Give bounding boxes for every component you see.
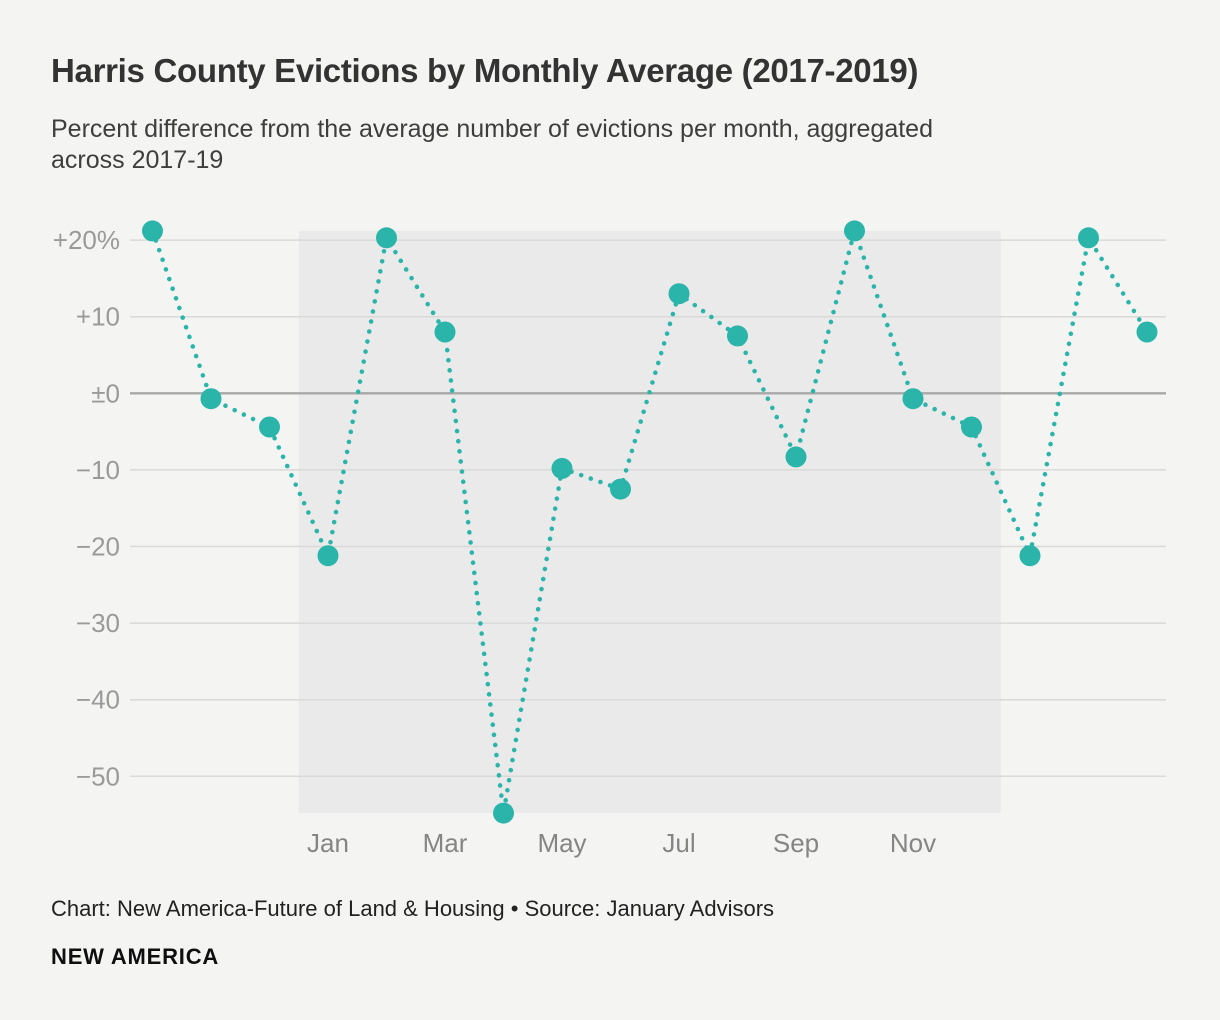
data-point-marker: [1136, 321, 1158, 343]
data-point-marker: [317, 545, 339, 567]
data-point-marker: [1078, 227, 1099, 249]
x-axis-tick-label: Jul: [662, 828, 695, 858]
data-point-marker: [376, 227, 397, 249]
y-axis-tick-label: −40: [76, 685, 120, 715]
data-point-marker: [1019, 545, 1041, 567]
chart-subtitle: Percent difference from the average numb…: [51, 114, 933, 176]
y-axis-tick-label: −30: [76, 608, 120, 638]
evictions-line-chart: +20% +10 ±0 −10 −20 −30 −40 −50 Jan Mar May Jul Sep N…: [53, 220, 1166, 858]
page-title: Harris County Evictions by Monthly Avera…: [51, 52, 919, 89]
data-point-marker: [551, 457, 573, 479]
chart-attribution: Chart: New America-Future of Land & Hous…: [51, 896, 775, 921]
new-america-logo: NEW AMERICA: [51, 944, 220, 969]
dotted-series-line: [150, 228, 1150, 816]
data-point-marker: [961, 416, 982, 438]
y-axis-tick-label: −10: [76, 455, 120, 485]
x-axis-tick-label: Nov: [890, 828, 936, 858]
data-point-marker: [259, 416, 280, 438]
y-axis-tick-label: −20: [76, 532, 120, 562]
data-point-marker: [844, 220, 865, 242]
data-point-marker: [902, 388, 924, 410]
data-point-marker: [785, 446, 807, 468]
data-point-marker: [493, 802, 514, 824]
data-point-marker: [200, 388, 222, 410]
x-axis-tick-label: Mar: [423, 828, 468, 858]
y-axis-tick-label: +10: [76, 302, 120, 332]
y-axis-tick-label: −50: [76, 761, 120, 791]
data-point-marker: [727, 325, 748, 347]
x-axis-tick-label: Sep: [773, 828, 819, 858]
y-axis-tick-label: +20%: [53, 225, 120, 255]
highlight-band: [298, 230, 1001, 814]
data-point-marker: [668, 283, 690, 305]
y-axis-tick-label: ±0: [91, 378, 120, 408]
data-point-marker: [610, 478, 631, 500]
x-axis-tick-label: May: [537, 828, 586, 858]
subtitle-line-2: across 2017-19: [51, 146, 224, 174]
data-point-marker: [434, 321, 456, 343]
data-point-marker: [142, 220, 163, 242]
x-axis-tick-label: Jan: [307, 828, 349, 858]
subtitle-line-1: Percent difference from the average numb…: [51, 115, 933, 143]
